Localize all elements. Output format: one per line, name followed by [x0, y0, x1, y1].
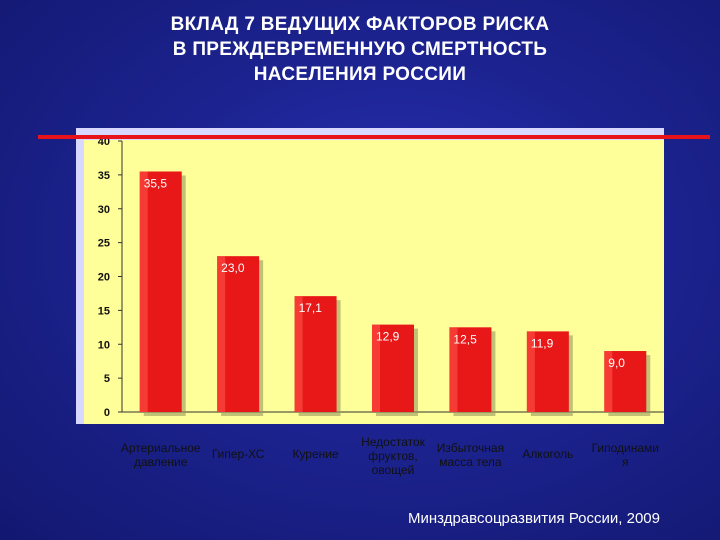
data-label: 12,9	[376, 330, 400, 344]
bar-highlight	[604, 351, 613, 412]
data-label: 9,0	[608, 356, 625, 370]
accent-line	[38, 135, 710, 139]
y-tick-label: 25	[98, 238, 110, 250]
bar-highlight	[294, 296, 303, 412]
data-label: 17,1	[299, 301, 323, 315]
y-tick-label: 35	[98, 170, 110, 182]
data-label: 11,9	[531, 336, 554, 350]
title-line-2: В ПРЕЖДЕВРЕМЕННУЮ СМЕРТНОСТЬ	[172, 39, 548, 60]
y-tick-label: 20	[98, 272, 110, 284]
bar-highlight	[139, 171, 148, 412]
bar-highlight	[449, 327, 458, 412]
bar-highlight	[372, 324, 380, 412]
category-label: Курение	[292, 447, 339, 461]
title-line-1: ВКЛАД 7 ВЕДУЩИХ ФАКТОРОВ РИСКА	[170, 14, 550, 35]
category-label: я	[622, 455, 629, 469]
y-tick-label: 5	[104, 373, 110, 385]
title-line-3: НАСЕЛЕНИЯ РОССИИ	[253, 64, 467, 85]
category-label: фруктов,	[368, 449, 418, 463]
y-tick-label: 10	[98, 339, 110, 351]
data-label: 12,5	[453, 332, 477, 346]
category-label: овощей	[372, 463, 415, 477]
slide-title: ВКЛАД 7 ВЕДУЩИХ ФАКТОРОВ РИСКА В ПРЕЖДЕВ…	[120, 12, 600, 87]
source-caption: Минздравсоцразвития России, 2009	[408, 510, 660, 527]
category-label: Гипер-ХС	[212, 447, 265, 461]
category-label: масса тела	[439, 455, 502, 469]
data-label: 35,5	[144, 176, 168, 190]
bar-highlight	[217, 256, 226, 412]
data-label: 23,0	[221, 261, 245, 275]
y-tick-label: 30	[98, 204, 110, 216]
bar-highlight	[526, 331, 535, 412]
category-label: давление	[134, 455, 188, 469]
category-label: Артериальное	[121, 441, 201, 455]
y-tick-label: 40	[98, 136, 110, 148]
category-label: Недостаток	[361, 435, 426, 449]
category-label: Алкоголь	[522, 447, 573, 461]
y-tick-label: 15	[98, 305, 110, 317]
category-label: Избыточная	[437, 441, 504, 455]
category-label: Гиподинами	[592, 441, 659, 455]
y-tick-label: 0	[104, 407, 110, 419]
